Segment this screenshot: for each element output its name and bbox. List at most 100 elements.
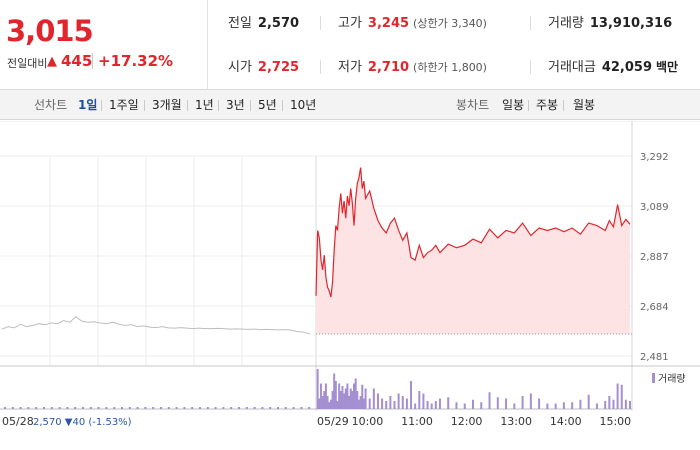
volume-bar xyxy=(393,401,396,409)
volume-bar xyxy=(89,407,92,409)
tab-1w[interactable]: 1주일 xyxy=(109,98,139,112)
price-chart: 3,292 3,089 2,887 2,684 2,481 10:00 11:00 12:00… xyxy=(0,121,700,450)
divider xyxy=(187,100,188,111)
trade-value-label: 거래대금 xyxy=(548,60,596,75)
volume-bar xyxy=(488,392,491,409)
volume-bar xyxy=(571,402,574,409)
volume-bar xyxy=(418,391,421,409)
tab-daily-candle[interactable]: 일봉 xyxy=(502,98,525,112)
x-tick-label: 12:00 xyxy=(451,415,483,428)
volume-bar xyxy=(438,398,441,409)
volume-bar xyxy=(348,396,351,409)
tab-5y[interactable]: 5년 xyxy=(258,98,277,112)
tab-weekly-candle[interactable]: 주봉 xyxy=(536,98,559,112)
volume-bar xyxy=(629,401,631,409)
prev-close-cell: 전일 2,570 xyxy=(228,1,299,46)
divider xyxy=(320,60,321,74)
volume-bar xyxy=(105,407,108,409)
divider xyxy=(530,60,531,74)
divider xyxy=(563,100,564,111)
volume-bar xyxy=(336,401,339,409)
volume-bar xyxy=(19,407,22,409)
volume-bar xyxy=(624,399,627,409)
y-tick-label: 3,292 xyxy=(640,152,669,163)
open-value: 2,725 xyxy=(257,60,300,75)
volume-value: 13,910,316 xyxy=(589,16,673,31)
volume-bar xyxy=(361,384,364,409)
tab-monthly-candle[interactable]: 월봉 xyxy=(573,98,596,112)
current-price-box: 3,015 전일대비 ▲ 445 +17.32% xyxy=(0,0,208,90)
divider xyxy=(144,100,145,111)
trade-value-cell: 거래대금 42,059 백만 xyxy=(548,45,678,90)
tab-1d[interactable]: 1일 xyxy=(78,98,98,112)
volume-bar xyxy=(206,407,209,409)
divider xyxy=(101,100,102,111)
lower-limit: (하한가 1,800) xyxy=(413,61,487,74)
tab-3m[interactable]: 3개월 xyxy=(152,98,182,112)
x-tick-label: 11:00 xyxy=(401,415,433,428)
volume-bar xyxy=(538,398,541,409)
y-tick-label: 2,481 xyxy=(640,352,669,363)
tab-1y[interactable]: 1년 xyxy=(195,98,214,112)
volume-bar xyxy=(357,399,360,409)
volume-bar xyxy=(426,401,429,409)
volume-bar xyxy=(339,391,342,409)
volume-bar xyxy=(66,407,69,409)
x-tick-label: 14:00 xyxy=(550,415,582,428)
volume-bar xyxy=(346,383,349,409)
volume-bar xyxy=(410,381,413,409)
low-cell: 저가 2,710 (하한가 1,800) xyxy=(338,45,487,90)
volume-bar xyxy=(480,402,483,409)
volume-legend-label: 거래량 xyxy=(658,373,686,385)
candle-chart-title: 봉차트 xyxy=(456,98,490,112)
divider xyxy=(320,16,321,30)
volume-bar xyxy=(326,396,329,409)
volume-bar xyxy=(372,388,375,409)
change-value: 445 xyxy=(61,52,93,70)
volume-bar xyxy=(513,403,516,409)
high-label: 고가 xyxy=(338,16,362,31)
volume-bar xyxy=(82,407,84,409)
divider xyxy=(250,100,251,111)
volume-bar xyxy=(329,399,332,409)
price-area-fill xyxy=(316,167,630,335)
volume-bar xyxy=(546,403,549,409)
volume-bar xyxy=(359,396,362,409)
line-chart-title: 선차트 xyxy=(34,98,68,112)
open-cell: 시가 2,725 xyxy=(228,45,299,90)
volume-bar xyxy=(612,399,615,409)
volume-bar xyxy=(183,407,186,409)
volume-bar xyxy=(319,383,322,409)
volume-bar xyxy=(338,383,341,409)
volume-bar xyxy=(401,396,404,409)
volume-bar xyxy=(160,407,162,409)
volume-bar xyxy=(333,373,336,409)
divider xyxy=(530,16,531,30)
x-tick-label: 10:00 xyxy=(352,415,384,428)
volume-bar xyxy=(422,393,425,409)
volume-bar xyxy=(414,403,417,409)
volume-bar xyxy=(97,407,100,409)
volume-bar xyxy=(472,399,474,409)
low-value: 2,710 xyxy=(367,60,410,75)
x-tick-label: 15:00 xyxy=(599,415,631,428)
price-chart-svg: 3,292 3,089 2,887 2,684 2,481 10:00 11:00 12:00… xyxy=(0,121,700,428)
volume-bar xyxy=(434,401,437,409)
tab-10y[interactable]: 10년 xyxy=(290,98,317,112)
volume-bar xyxy=(316,369,319,409)
volume-bar xyxy=(35,407,38,409)
trade-value-unit: 백만 xyxy=(656,60,679,74)
x-tick-label: 13:00 xyxy=(500,415,532,428)
volume-bar xyxy=(321,396,324,409)
tab-3y[interactable]: 3년 xyxy=(226,98,245,112)
volume-bar xyxy=(58,407,61,409)
volume-bar xyxy=(397,393,400,409)
volume-bar xyxy=(385,401,388,409)
volume-bar xyxy=(323,391,326,409)
volume-bar xyxy=(341,386,344,409)
volume-bar xyxy=(554,403,557,409)
volume-bar xyxy=(334,381,337,409)
change-divider xyxy=(92,53,93,69)
volume-bar xyxy=(349,388,352,409)
trade-value: 42,059 xyxy=(601,60,653,75)
